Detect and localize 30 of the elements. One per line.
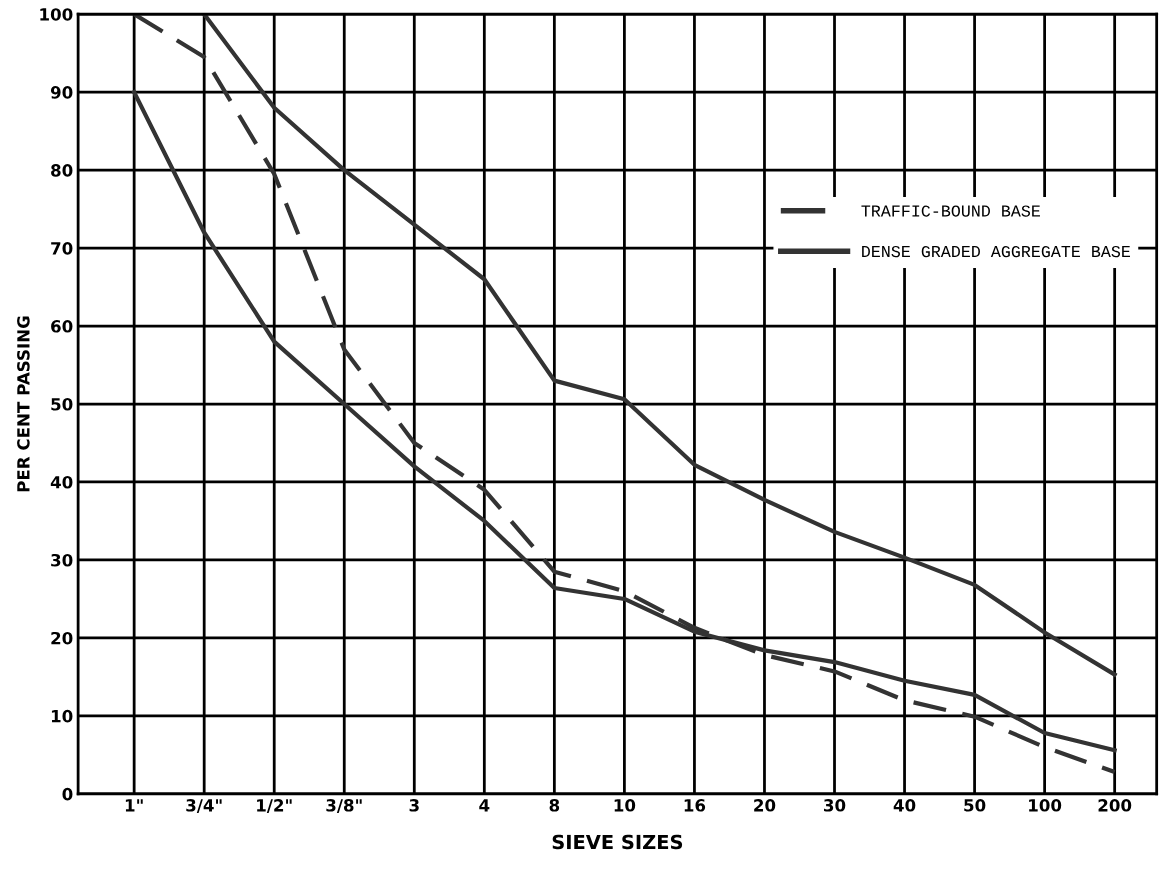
y-tick-label: 100 [40,8,73,21]
x-tick-label: 30 [824,799,846,812]
y-tick-label: 60 [51,320,73,333]
x-tick-label: 8 [549,799,560,812]
y-tick-label: 30 [51,553,73,567]
x-tick-label: 100 [1029,799,1062,812]
x-tick-label: 3 [409,799,419,812]
y-tick-label: 90 [50,86,73,99]
y-tick-label: 10 [51,709,73,723]
x-tick-label: 1" [125,799,143,812]
y-tick-label: 80 [51,164,73,177]
x-tick-label: 1/2" [257,799,292,813]
x-tick-label: 16 [684,799,706,812]
x-tick-label: 40 [893,799,916,812]
x-tick-label: 4 [479,799,490,812]
x-tick-label: 200 [1098,799,1132,812]
legend-label: TRAFFIC-BOUND BASE [861,205,1040,217]
y-tick-label: 50 [51,397,73,411]
y-tick-label: 70 [51,242,73,255]
x-axis-title: SIEVE SIZES [552,834,683,850]
legend-label: DENSE GRADED AGGREGATE BASE [862,245,1130,258]
x-tick-label: 20 [754,799,776,812]
x-tick-label: 50 [964,799,986,812]
y-axis-title: PER CENT PASSING [17,316,30,492]
x-tick-label: 10 [614,799,636,812]
x-tick-label: 3/4" [186,799,222,813]
x-tick-label: 3/8" [326,799,362,813]
y-tick-label: 40 [50,475,73,489]
y-tick-label: 20 [51,631,73,645]
y-tick-label: 0 [62,787,73,801]
